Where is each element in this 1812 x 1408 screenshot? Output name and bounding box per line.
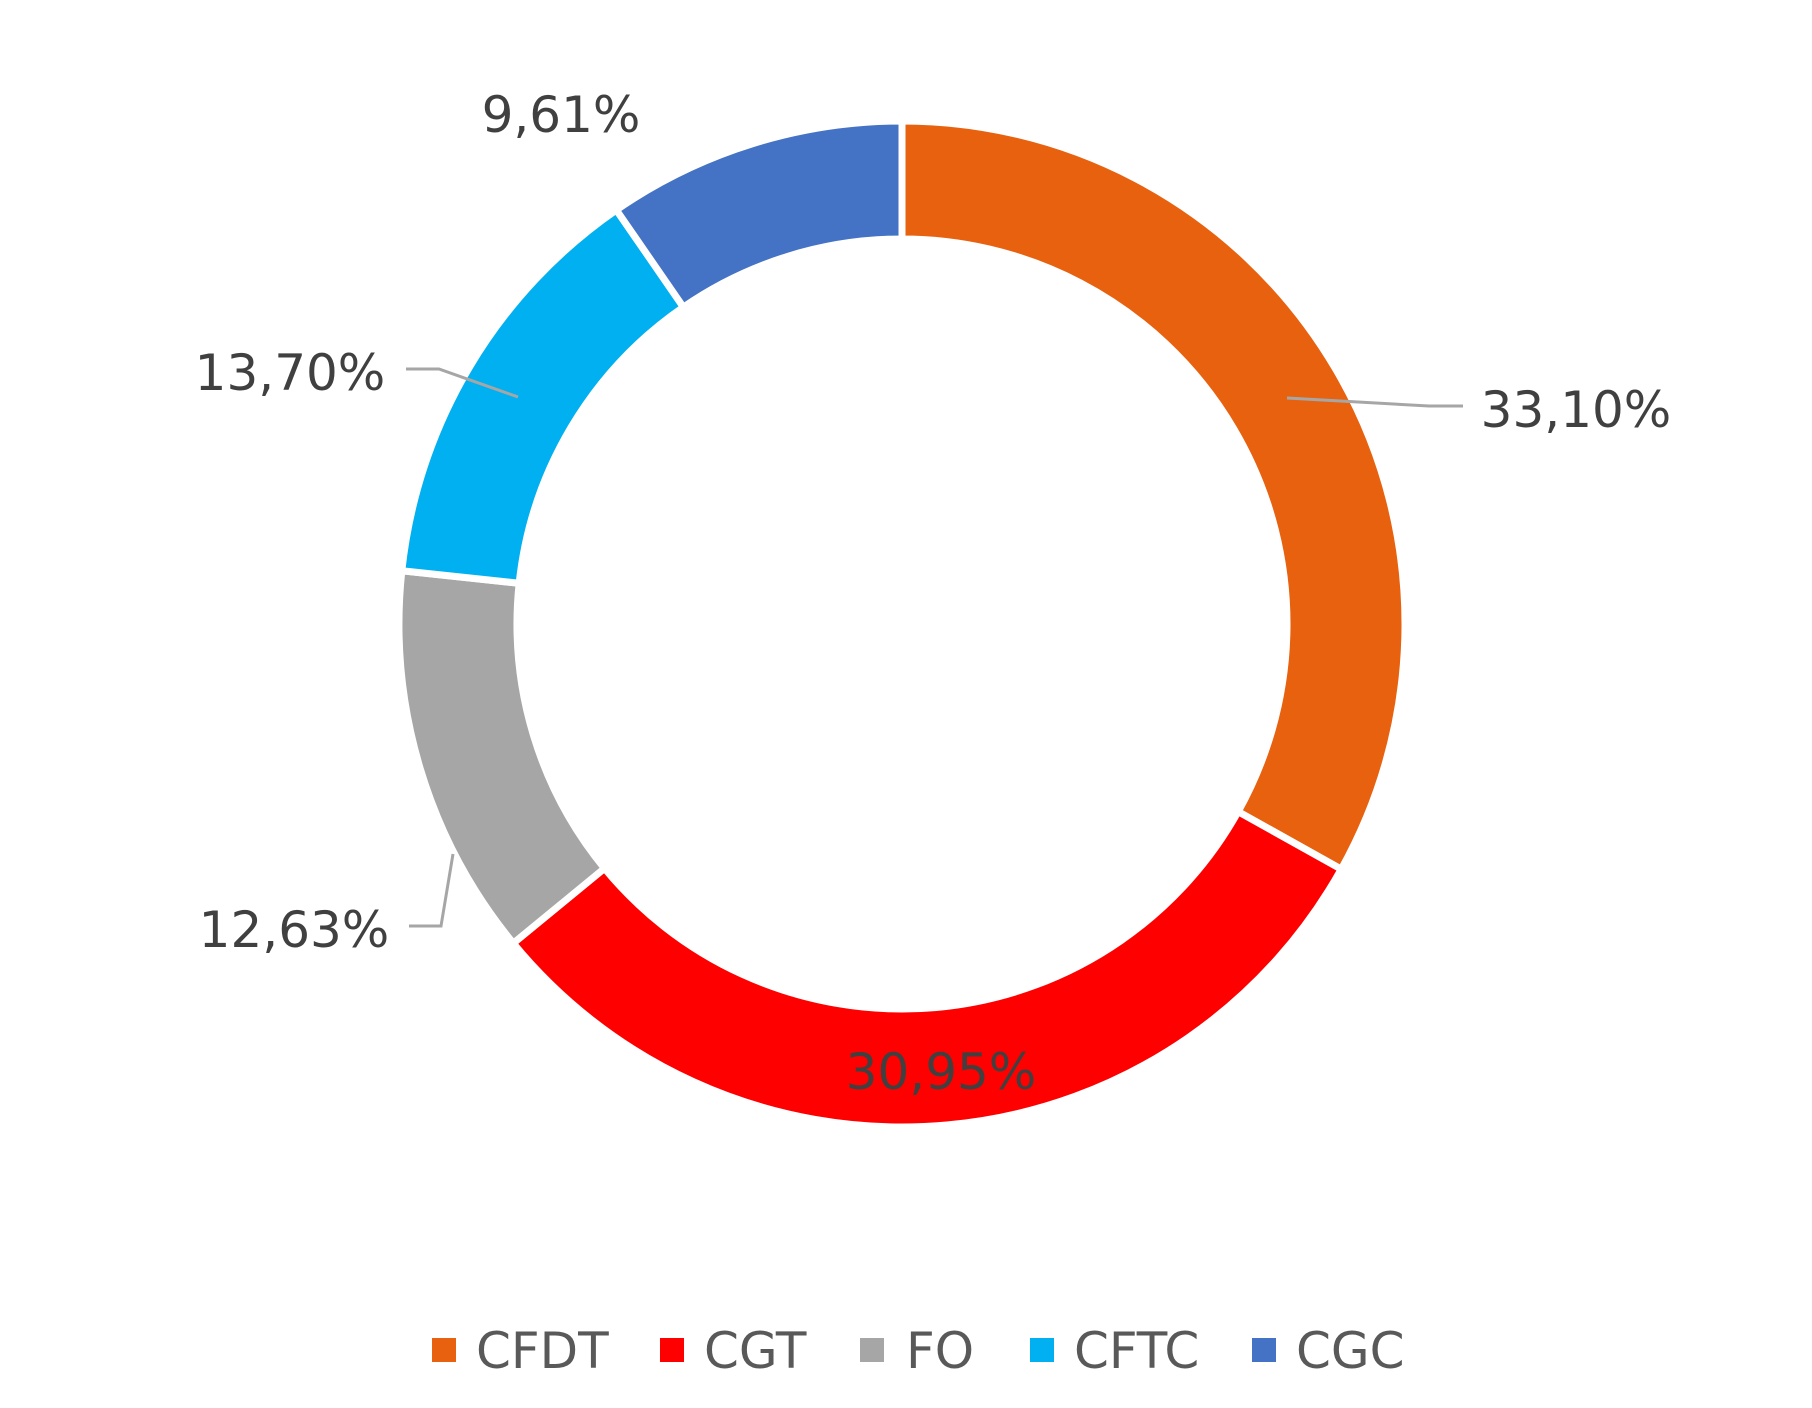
legend-label-cftc: CFTC: [1074, 1322, 1199, 1380]
data-label-cgt: 30,95%: [846, 1043, 1037, 1101]
slices: [395, 117, 1409, 1131]
legend: CFDT CGT FO CFTC CGC: [432, 1322, 1405, 1380]
legend-label-cgt: CGT: [704, 1322, 807, 1380]
slice-cgc: [611, 117, 906, 312]
leader-line-fo: [409, 853, 455, 928]
data-label-cgc: 9,61%: [482, 86, 641, 144]
legend-swatch-cgt: [660, 1338, 684, 1362]
legend-label-fo: FO: [906, 1322, 974, 1380]
slice-cftc: [397, 205, 689, 588]
leader-line-cfdt: [1286, 396, 1463, 408]
legend-label-cgc: CGC: [1296, 1322, 1405, 1380]
slice-cgt: [508, 806, 1346, 1131]
data-label-fo: 12,63%: [199, 901, 390, 959]
slice-fo: [395, 566, 610, 949]
legend-swatch-cfdt: [432, 1338, 456, 1362]
slice-cfdt: [898, 117, 1409, 874]
leader-lines: [406, 367, 1463, 928]
data-label-cfdt: 33,10%: [1481, 381, 1672, 439]
legend-swatch-fo: [860, 1338, 884, 1362]
leader-line-cftc: [406, 367, 519, 399]
legend-swatch-cftc: [1030, 1338, 1054, 1362]
data-label-cftc: 13,70%: [195, 344, 386, 402]
legend-label-cfdt: CFDT: [476, 1322, 609, 1380]
legend-swatch-cgc: [1252, 1338, 1276, 1362]
